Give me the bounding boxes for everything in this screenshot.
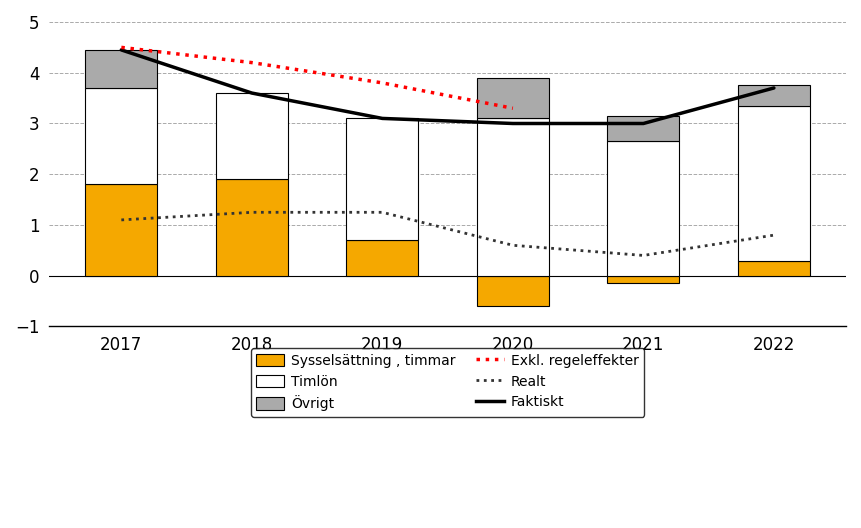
- Bar: [738, 86, 810, 106]
- Bar: [738, 106, 810, 260]
- Bar: [85, 184, 158, 276]
- Bar: [608, 276, 679, 284]
- Bar: [738, 260, 810, 276]
- Bar: [216, 93, 288, 180]
- Bar: [608, 142, 679, 276]
- Bar: [85, 88, 158, 184]
- Bar: [477, 118, 548, 276]
- Legend: Sysselsättning , timmar, Timlön, Övrigt, Exkl. regeleffekter, Realt, Faktiskt: Sysselsättning , timmar, Timlön, Övrigt,…: [251, 348, 645, 417]
- Bar: [85, 50, 158, 88]
- Bar: [216, 180, 288, 276]
- Bar: [608, 116, 679, 142]
- Bar: [346, 118, 418, 240]
- Bar: [477, 78, 548, 118]
- Bar: [346, 240, 418, 276]
- Bar: [477, 276, 548, 306]
